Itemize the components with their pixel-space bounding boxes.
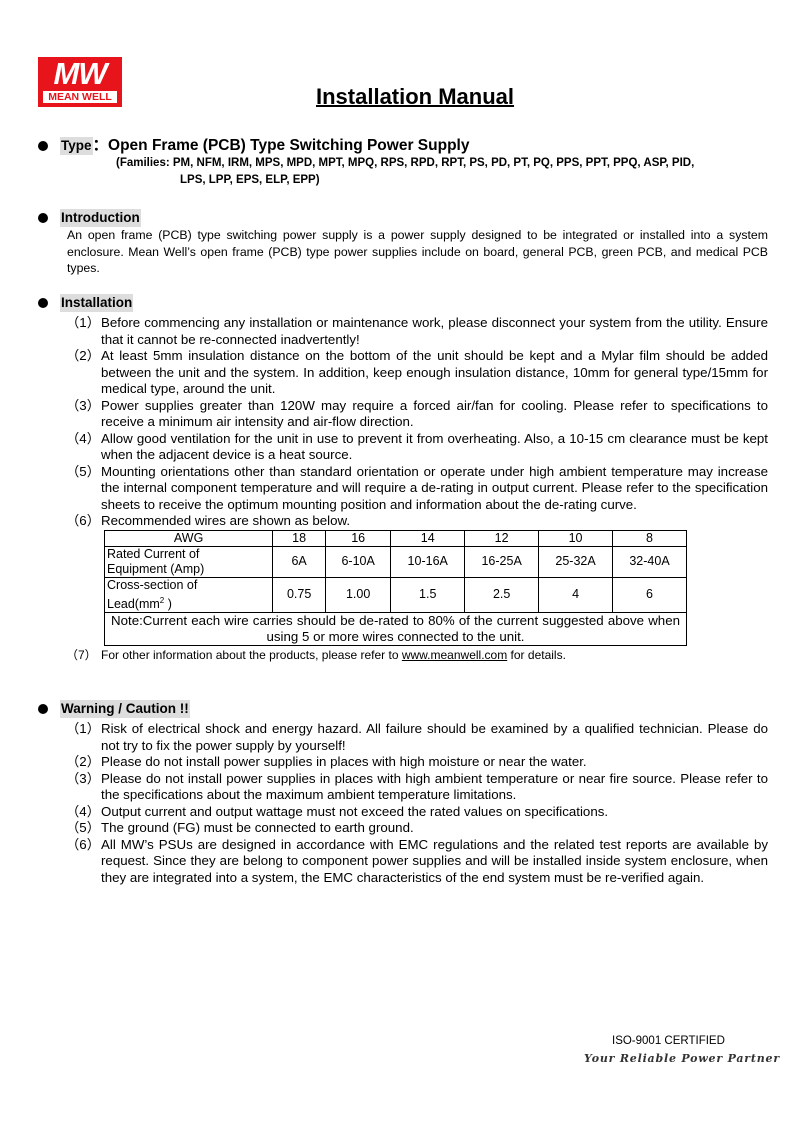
mean-well-logo: MW MEAN WELL (38, 57, 122, 107)
table-cell: 4 (538, 576, 614, 613)
row-label: Cross-section of Lead(mm2 ) (103, 576, 274, 613)
list-item: （3） Please do not install power supplies … (38, 771, 768, 804)
introduction-text: An open frame (PCB) type switching power… (67, 228, 768, 275)
type-value: Open Frame (PCB) Type Switching Power Su… (108, 137, 470, 154)
item-number: （4） (66, 803, 100, 819)
item-text: Please do not install power supplies in … (101, 754, 587, 769)
item-text: The ground (FG) must be connected to ear… (101, 820, 414, 835)
table-cell: 0.75 (272, 576, 327, 613)
table-header-cell: 10 (538, 529, 614, 547)
item-text: Risk of electrical shock and energy haza… (101, 721, 768, 753)
warning-heading: Warning / Caution !! (60, 700, 190, 718)
bullet-icon (38, 141, 48, 151)
item-text: Mounting orientations other than standar… (101, 463, 768, 512)
type-label: Type (60, 137, 93, 155)
list-item: （6） Recommended wires are shown as below. (38, 513, 768, 530)
item-number: （6） (66, 513, 100, 528)
type-section: Type：Open Frame (PCB) Type Switching Pow… (38, 137, 768, 189)
list-item: （2） Please do not install power supplies … (38, 754, 768, 771)
bullet-icon (38, 704, 48, 714)
table-cell: 1.5 (390, 576, 466, 613)
item-number: （3） (66, 397, 100, 413)
list-item: （4） Output current and output wattage mus… (38, 804, 768, 821)
table-cell: 32-40A (612, 545, 687, 578)
table-cell: 10-16A (390, 545, 466, 578)
list-item: （1） Before commencing any installation or… (38, 315, 768, 348)
item-number: （5） (66, 463, 100, 479)
item-text: Recommended wires are shown as below. (101, 513, 351, 528)
item-number: （4） (66, 430, 100, 446)
item-number: （2） (66, 754, 100, 769)
item-number: （3） (66, 770, 100, 786)
list-item: （1） Risk of electrical shock and energy h… (38, 721, 768, 754)
table-row: Cross-section of Lead(mm2 ) 0.75 1.00 1.5 2.… (103, 576, 687, 613)
table-header-cell: 8 (612, 529, 687, 547)
table-cell: 6 (612, 576, 687, 613)
table-cell: 6-10A (325, 545, 392, 578)
logo-name: MEAN WELL (43, 91, 117, 103)
list-item: （7） For other information about the produ… (66, 647, 566, 662)
list-item: （5） Mounting orientations other than stan… (38, 464, 768, 514)
introduction-heading: Introduction (60, 209, 141, 227)
row-label: Rated Current of Equipment (Amp) (103, 545, 274, 578)
families-line-2: LPS, LPP, EPS, ELP, EPP) (180, 174, 320, 186)
table-cell: 1.00 (325, 576, 392, 613)
installation-heading: Installation (60, 294, 134, 312)
logo-mark: MW (53, 56, 107, 91)
introduction-section: Introduction An open frame (PCB) type sw… (38, 209, 768, 277)
families-line-1: (Families: PM, NFM, IRM, MPS, MPD, MPT, … (116, 157, 695, 169)
iso-certified: ISO-9001 CERTIFIED (612, 1035, 725, 1047)
list-item: （3） Power supplies greater than 120W may … (38, 398, 768, 431)
item-number: （5） (66, 820, 100, 835)
bullet-icon (38, 298, 48, 308)
table-cell: 2.5 (464, 576, 540, 613)
table-row: Rated Current of Equipment (Amp) 6A 6-10A 1… (103, 545, 687, 578)
table-cell: 6A (272, 545, 327, 578)
table-header-cell: 12 (464, 529, 540, 547)
item-text: Before commencing any installation or ma… (101, 315, 768, 347)
table-cell: 16-25A (464, 545, 540, 578)
item-number: （1） (66, 721, 100, 736)
table-header-cell: 18 (272, 529, 327, 547)
item-text: Please do not install power supplies in … (101, 770, 768, 803)
table-header-cell: AWG (103, 529, 274, 547)
list-item: （4） Allow good ventilation for the unit i… (38, 431, 768, 464)
item-text: Output current and output wattage must n… (101, 803, 609, 819)
item-text: Allow good ventilation for the unit in u… (101, 430, 768, 463)
list-item: （2） At least 5mm insulation distance on t… (38, 348, 768, 398)
installation-section: Installation （1） Before commencing any in… (38, 294, 768, 663)
item-text: Power supplies greater than 120W may req… (101, 397, 768, 430)
item-text: At least 5mm insulation distance on the … (101, 348, 768, 396)
item-number: （6） (66, 836, 100, 852)
warning-section: Warning / Caution !! （1） Risk of electric… (38, 700, 768, 886)
list-item: （6） All MW’s PSUs are designed in accorda… (38, 837, 768, 887)
slogan: Your Reliable Power Partner (584, 1052, 780, 1065)
item-text: All MW’s PSUs are designed in accordance… (101, 836, 768, 885)
table-note: Note:Current each wire carries should be… (104, 611, 687, 646)
page-title: Installation Manual (316, 84, 515, 109)
item-number: （1） (66, 315, 100, 330)
meanwell-link[interactable]: www.meanwell.com (401, 647, 508, 662)
table-cell: 25-32A (538, 545, 614, 578)
item-number: （2） (66, 348, 100, 363)
list-item: （5） The ground (FG) must be connected to … (38, 820, 768, 837)
table-header-cell: 14 (390, 529, 466, 547)
wire-table: AWG 18 16 14 12 10 8 Rated Current of Equipment… (103, 529, 687, 646)
table-header-cell: 16 (325, 529, 392, 547)
bullet-icon (38, 213, 48, 223)
table-header-row: AWG 18 16 14 12 10 8 (103, 529, 687, 547)
type-separator: ： (92, 137, 109, 154)
